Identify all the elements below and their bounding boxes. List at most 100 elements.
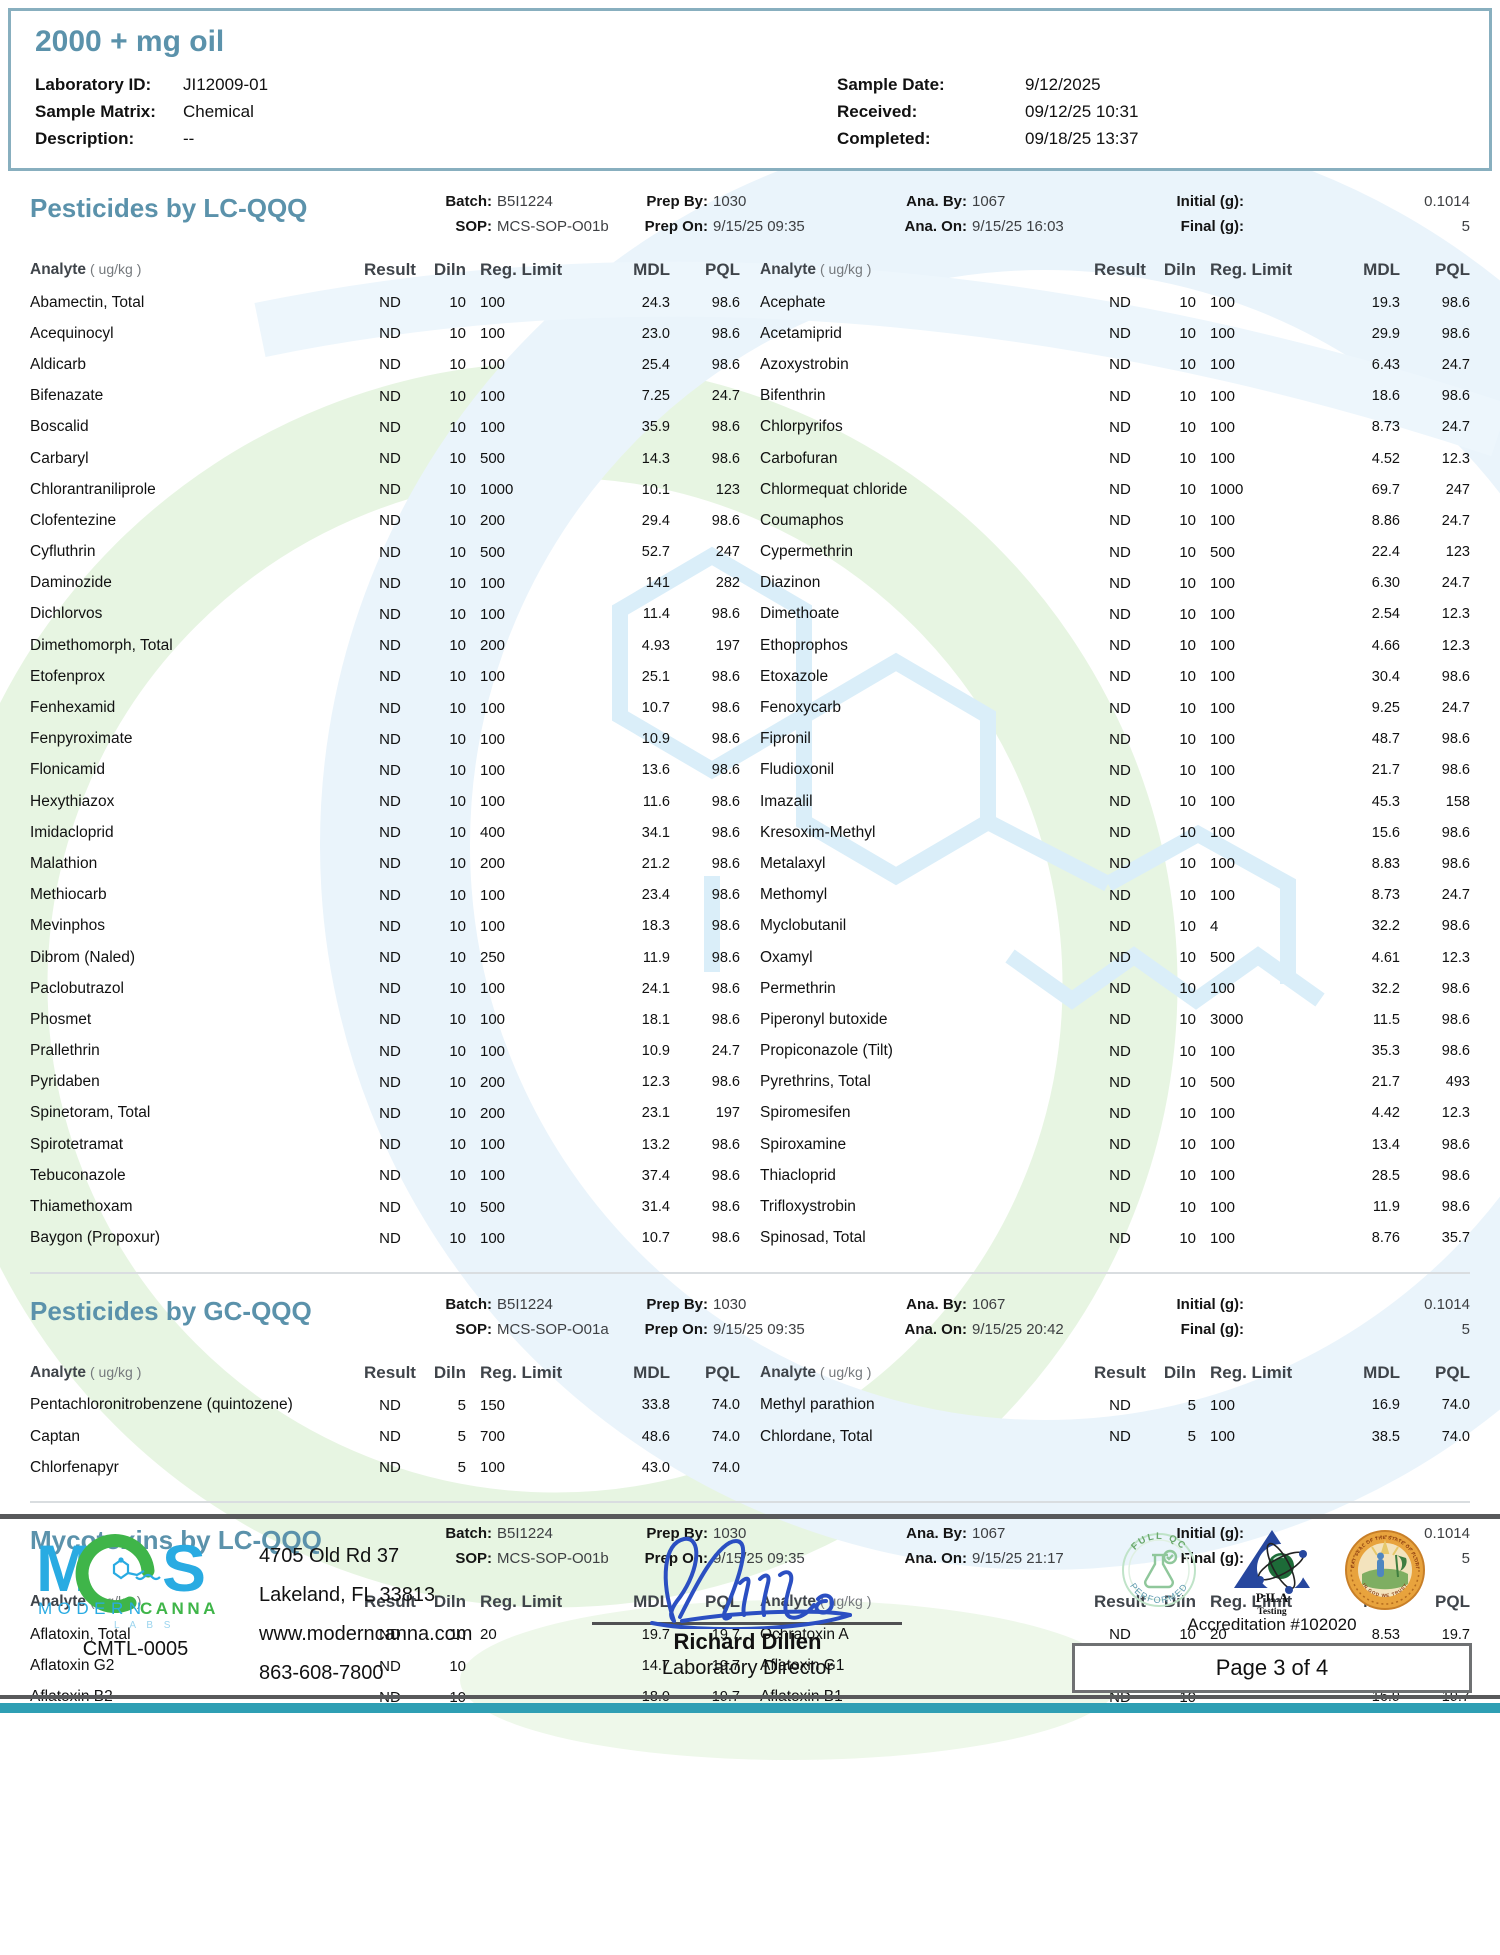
analyte-name: Abamectin, Total xyxy=(30,293,145,311)
reg-limit-value: 100 xyxy=(480,1229,506,1247)
diln-value: 10 xyxy=(449,917,466,935)
diln-value: 5 xyxy=(457,1428,466,1446)
mdl-value: 4.42 xyxy=(1371,1105,1400,1122)
mdl-value: 12.3 xyxy=(641,1074,670,1091)
analyte-name: Aflatoxin, Total xyxy=(30,1625,131,1643)
pql-value: 74.0 xyxy=(711,1459,740,1476)
mdl-value: 7.25 xyxy=(641,388,670,405)
analyte-name: Captan xyxy=(30,1427,80,1445)
field-value: Chemical xyxy=(183,102,254,121)
analyte-name: Spinetoram, Total xyxy=(30,1104,151,1122)
analyte-row: Clofentezine ND 10 200 29.4 98.6 xyxy=(30,505,740,536)
pql-value: 98.6 xyxy=(711,356,740,373)
result-value: ND xyxy=(379,418,401,436)
analyte-row: Etoxazole ND 10 100 30.4 98.6 xyxy=(760,661,1470,692)
svg-text:PJLA: PJLA xyxy=(1256,1590,1289,1605)
result-value: ND xyxy=(379,1104,401,1122)
result-value: ND xyxy=(379,1042,401,1060)
diln-value: 10 xyxy=(1179,512,1196,530)
result-value: ND xyxy=(1109,481,1131,499)
result-value: ND xyxy=(1109,418,1131,436)
pql-value: 247 xyxy=(715,544,740,561)
mdl-value: 11.4 xyxy=(642,606,670,623)
analyte-name: Cypermethrin xyxy=(760,543,854,561)
result-value: ND xyxy=(1109,1011,1131,1029)
pql-value: 98.6 xyxy=(711,855,740,872)
analyte-name: Cyfluthrin xyxy=(30,543,96,561)
reg-limit-value: 100 xyxy=(1210,824,1236,842)
analyte-name: Spinosad, Total xyxy=(760,1229,866,1247)
pql-value: 98.6 xyxy=(711,606,740,623)
pql-value: 98.6 xyxy=(711,668,740,685)
analyte-row: Chlorfenapyr ND 5 100 43.0 74.0 xyxy=(30,1452,740,1483)
reg-limit-value: 200 xyxy=(480,512,506,530)
diln-value: 10 xyxy=(449,325,466,343)
reg-limit-value: 100 xyxy=(480,1011,506,1029)
analyte-row: Aldicarb ND 10 100 25.4 98.6 xyxy=(30,349,740,380)
analyte-row: Baygon (Propoxur) ND 10 100 10.7 98.6 xyxy=(30,1223,740,1254)
analyte-row: Spiromesifen ND 10 100 4.42 12.3 xyxy=(760,1098,1470,1129)
meta-prep: Prep By: 1030 Prep On: 9/15/25 09:35 xyxy=(630,189,895,239)
result-value: ND xyxy=(379,637,401,655)
pql-value: 24.7 xyxy=(711,388,740,405)
result-value: ND xyxy=(379,886,401,904)
svg-text:MODERN: MODERN xyxy=(38,1599,147,1618)
analyte-row: Tebuconazole ND 10 100 37.4 98.6 xyxy=(30,1160,740,1191)
result-value: ND xyxy=(1109,637,1131,655)
meta-weights: Initial (g): 0.1014 Final (g): 5 xyxy=(1150,189,1471,239)
analyte-row: Dichlorvos ND 10 100 11.4 98.6 xyxy=(30,599,740,630)
reg-limit-value: 100 xyxy=(480,730,506,748)
diln-value: 10 xyxy=(1179,543,1196,561)
ana-by-value: 1067 xyxy=(972,193,1006,210)
pql-value: 98.6 xyxy=(1441,918,1470,935)
diln-value: 10 xyxy=(449,793,466,811)
diln-value: 5 xyxy=(1187,1428,1196,1446)
diln-value: 10 xyxy=(449,730,466,748)
mdl-value: 18.1 xyxy=(641,1011,670,1028)
result-value: ND xyxy=(379,668,401,686)
col-result: Result xyxy=(364,260,416,279)
ana-on-label: Ana. On: xyxy=(904,218,968,235)
result-value: ND xyxy=(379,699,401,717)
sop-label: SOP: xyxy=(455,218,492,235)
reg-limit-value: 100 xyxy=(480,1459,506,1477)
table-header-row: Analyte( ug/kg ) Result Diln Reg. Limit … xyxy=(760,1356,1470,1390)
mdl-value: 16.9 xyxy=(1371,1397,1400,1414)
final-label: Final (g): xyxy=(1180,1320,1244,1338)
pql-value: 98.6 xyxy=(711,1074,740,1091)
mdl-value: 29.9 xyxy=(1371,325,1400,342)
result-value: ND xyxy=(379,387,401,405)
analyte-row: Bifenazate ND 10 100 7.25 24.7 xyxy=(30,381,740,412)
pql-value: 98.6 xyxy=(711,512,740,529)
diln-value: 10 xyxy=(1179,855,1196,873)
analyte-row: Dibrom (Naled) ND 10 250 11.9 98.6 xyxy=(30,942,740,973)
diln-value: 10 xyxy=(1179,481,1196,499)
diln-value: 10 xyxy=(1179,1198,1196,1216)
result-value: ND xyxy=(379,1136,401,1154)
diln-value: 10 xyxy=(449,1136,466,1154)
analyte-name: Coumaphos xyxy=(760,511,844,529)
diln-value: 10 xyxy=(1179,450,1196,468)
result-value: ND xyxy=(1109,325,1131,343)
pql-value: 98.6 xyxy=(1441,668,1470,685)
reg-limit-value: 4 xyxy=(1210,917,1219,935)
initial-value: 0.1014 xyxy=(1424,193,1470,210)
analyte-name: Chlormequat chloride xyxy=(760,480,908,498)
reg-limit-value: 1000 xyxy=(1210,481,1244,499)
reg-limit-value: 100 xyxy=(1210,1396,1236,1414)
analyte-row: Hexythiazox ND 10 100 11.6 98.6 xyxy=(30,786,740,817)
analyte-row: Pyrethrins, Total ND 10 500 21.7 493 xyxy=(760,1067,1470,1098)
analyte-row: Imidacloprid ND 10 400 34.1 98.6 xyxy=(30,817,740,848)
diln-value: 10 xyxy=(449,637,466,655)
mdl-value: 32.2 xyxy=(1371,918,1400,935)
meta-batch-sop: Batch: B5I1224 SOP: MCS-SOP-O01b xyxy=(430,189,630,239)
diln-value: 10 xyxy=(1179,886,1196,904)
reg-limit-value: 150 xyxy=(480,1396,506,1414)
pql-value: 98.6 xyxy=(711,1167,740,1184)
batch-label: Batch: xyxy=(445,1295,492,1313)
footer-bottom-rule xyxy=(0,1694,1500,1699)
analyte-name: Piperonyl butoxide xyxy=(760,1010,888,1028)
col-reg-limit: Reg. Limit xyxy=(480,1362,563,1382)
signature-block: Richard Dillen Laboratory Director xyxy=(592,1529,903,1680)
analyte-row: Thiamethoxam ND 10 500 31.4 98.6 xyxy=(30,1191,740,1222)
